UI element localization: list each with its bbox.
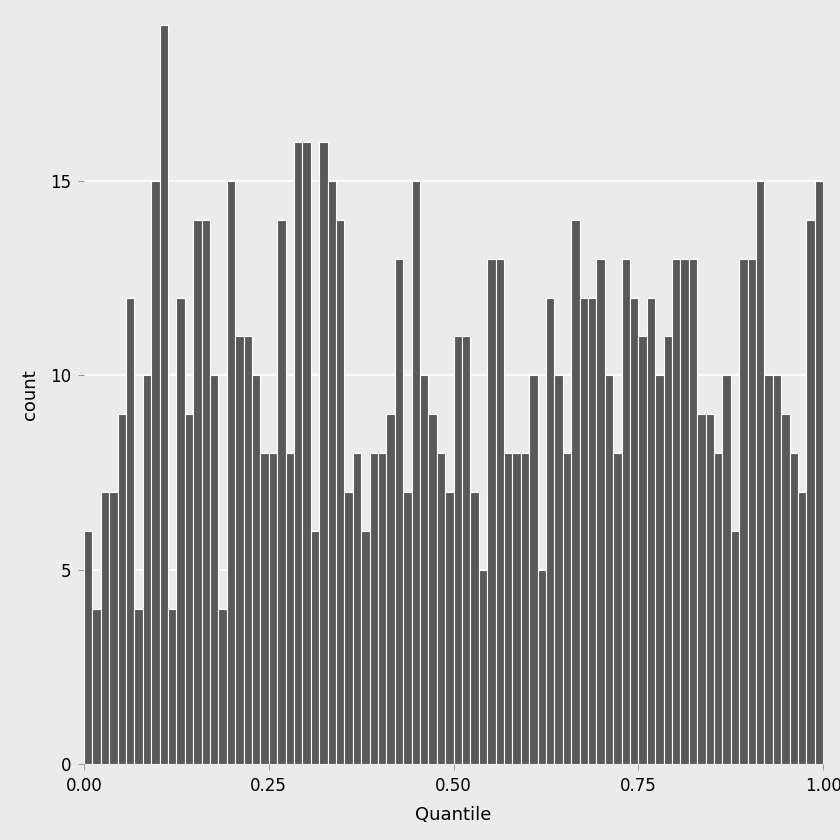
Y-axis label: count: count xyxy=(21,370,39,420)
Bar xyxy=(286,453,294,764)
Bar xyxy=(101,492,109,764)
Bar xyxy=(151,181,160,764)
Bar xyxy=(218,609,227,764)
Bar xyxy=(252,375,260,764)
Bar xyxy=(202,220,210,764)
Bar xyxy=(395,259,403,764)
Bar xyxy=(420,375,428,764)
Bar xyxy=(731,531,739,764)
Bar xyxy=(336,220,344,764)
Bar xyxy=(126,297,134,764)
Bar xyxy=(571,220,580,764)
Bar xyxy=(302,142,311,764)
Bar xyxy=(638,337,647,764)
Bar xyxy=(764,375,773,764)
Bar xyxy=(756,181,764,764)
Bar xyxy=(806,220,815,764)
Bar xyxy=(378,453,386,764)
Bar xyxy=(689,259,697,764)
Bar xyxy=(680,259,689,764)
Bar xyxy=(563,453,571,764)
Bar xyxy=(706,414,714,764)
Bar xyxy=(428,414,437,764)
Bar xyxy=(815,181,823,764)
Bar xyxy=(748,259,756,764)
Bar xyxy=(185,414,193,764)
Bar xyxy=(647,297,655,764)
Bar xyxy=(134,609,143,764)
Bar xyxy=(781,414,790,764)
Bar xyxy=(496,259,504,764)
Bar xyxy=(798,492,806,764)
Bar xyxy=(193,220,202,764)
Bar xyxy=(479,570,487,764)
Bar xyxy=(143,375,151,764)
Bar xyxy=(655,375,664,764)
Bar xyxy=(613,453,622,764)
Bar xyxy=(361,531,370,764)
Bar xyxy=(235,337,244,764)
Bar xyxy=(605,375,613,764)
Bar xyxy=(269,453,277,764)
Bar xyxy=(454,337,462,764)
Bar xyxy=(319,142,328,764)
Bar xyxy=(512,453,521,764)
Bar xyxy=(160,25,168,764)
Bar xyxy=(260,453,269,764)
Bar xyxy=(109,492,118,764)
Bar xyxy=(168,609,176,764)
Bar xyxy=(344,492,353,764)
Bar xyxy=(672,259,680,764)
Bar xyxy=(470,492,479,764)
Bar xyxy=(504,453,512,764)
Bar xyxy=(521,453,529,764)
Bar xyxy=(664,337,672,764)
Bar xyxy=(445,492,454,764)
Bar xyxy=(596,259,605,764)
Bar xyxy=(311,531,319,764)
Bar xyxy=(328,181,336,764)
Bar xyxy=(353,453,361,764)
Bar xyxy=(92,609,101,764)
Bar xyxy=(227,181,235,764)
Bar xyxy=(546,297,554,764)
Bar xyxy=(277,220,286,764)
Bar xyxy=(773,375,781,764)
Bar xyxy=(437,453,445,764)
Bar xyxy=(554,375,563,764)
Bar xyxy=(412,181,420,764)
Bar xyxy=(538,570,546,764)
Bar xyxy=(588,297,596,764)
Bar xyxy=(529,375,538,764)
X-axis label: Quantile: Quantile xyxy=(416,806,491,824)
Bar xyxy=(176,297,185,764)
Bar xyxy=(370,453,378,764)
Bar xyxy=(294,142,302,764)
Bar xyxy=(580,297,588,764)
Bar xyxy=(722,375,731,764)
Bar xyxy=(84,531,92,764)
Bar xyxy=(739,259,748,764)
Bar xyxy=(622,259,630,764)
Bar xyxy=(386,414,395,764)
Bar xyxy=(487,259,496,764)
Bar xyxy=(790,453,798,764)
Bar xyxy=(210,375,218,764)
Bar xyxy=(630,297,638,764)
Bar xyxy=(697,414,706,764)
Bar xyxy=(462,337,470,764)
Bar xyxy=(403,492,412,764)
Bar xyxy=(714,453,722,764)
Bar xyxy=(244,337,252,764)
Bar xyxy=(118,414,126,764)
